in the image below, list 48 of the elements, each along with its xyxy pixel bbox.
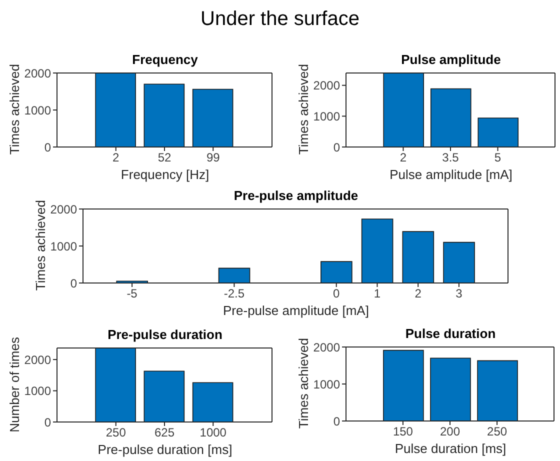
y-axis-title: Number of times: [6, 336, 22, 432]
y-tick-label: 0: [44, 140, 52, 154]
y-axis-title: Times achieved: [296, 338, 310, 429]
x-tick-label: 3: [456, 286, 463, 301]
x-axis-title: Pulse duration [ms]: [394, 441, 508, 456]
y-axis-title: Times achieved: [6, 64, 22, 155]
y-tick-label: 1000: [313, 377, 340, 392]
y-axis-title: Times achieved: [32, 200, 48, 291]
x-tick-label: 625: [154, 426, 175, 440]
x-tick-label: 3.5: [442, 150, 460, 165]
chart-title: Pulse duration: [404, 326, 497, 341]
y-tick-label: 0: [44, 415, 52, 430]
y-tick-label: 1000: [50, 239, 78, 254]
y-tick-label: 0: [333, 140, 340, 154]
x-axis-title: Pre-pulse duration [ms]: [96, 442, 234, 457]
y-tick-label: 1000: [24, 103, 52, 118]
chart-title: Pre-pulse duration: [106, 327, 224, 342]
chart-title: Frequency: [131, 52, 199, 67]
chart-title: Pulse amplitude: [400, 52, 502, 67]
x-axis-title: Pre-pulse amplitude [mA]: [222, 303, 370, 318]
x-tick-label: 250: [487, 424, 508, 439]
x-tick-label: 250: [106, 426, 126, 440]
x-axis-title: Frequency [Hz]: [120, 167, 210, 182]
y-tick-label: 0: [333, 414, 340, 428]
text: Under the surface: [200, 8, 360, 31]
x-tick-label: 2: [400, 150, 407, 165]
x-tick-label: 200: [440, 424, 460, 439]
y-axis-title: Times achieved: [296, 64, 310, 155]
x-tick-label: 5: [494, 150, 502, 165]
x-tick-label: 150: [392, 424, 414, 439]
x-tick-label: 1000: [200, 426, 227, 440]
y-tick-label: 2000: [24, 352, 52, 367]
x-tick-label: 2: [414, 286, 422, 301]
x-tick-label: 1: [374, 286, 381, 301]
y-tick-label: 1000: [24, 384, 52, 398]
x-tick-label: 99: [206, 150, 220, 165]
y-tick-label: 0: [70, 276, 78, 290]
y-tick-label: 1000: [313, 109, 340, 124]
x-tick-label: -2.5: [224, 286, 245, 301]
y-tick-label: 2000: [313, 78, 340, 93]
x-axis-title: Pulse amplitude [mA]: [388, 167, 514, 182]
chart-title: Pre-pulse amplitude: [232, 188, 360, 203]
y-tick-label: 2000: [24, 66, 52, 80]
x-tick-label: -5: [126, 286, 138, 301]
x-tick-label: 52: [158, 150, 172, 165]
x-tick-label: 2: [112, 150, 120, 165]
y-tick-label: 2000: [313, 340, 340, 354]
y-tick-label: 2000: [50, 202, 78, 216]
